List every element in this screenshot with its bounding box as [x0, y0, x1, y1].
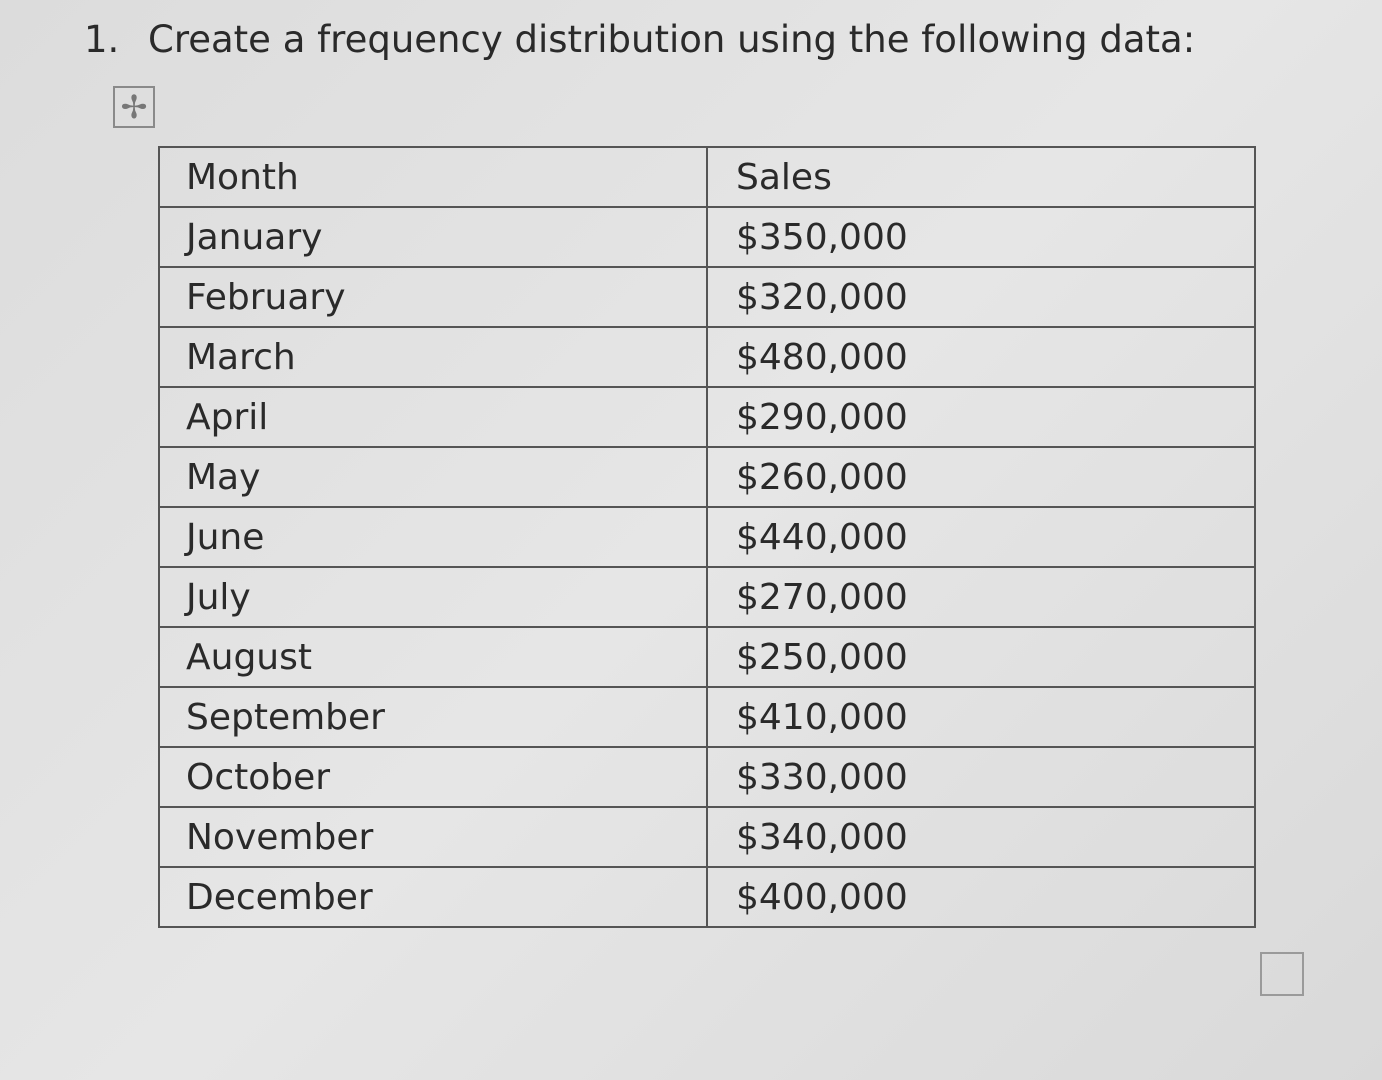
table-row-cell: April: [158, 386, 708, 448]
table-row-cell: $440,000: [706, 506, 1256, 568]
table-row-cell: January: [158, 206, 708, 268]
table-row: March $480,000: [158, 326, 1256, 388]
table-row: April $290,000: [158, 386, 1256, 448]
table-row-cell: July: [158, 566, 708, 628]
table-row-cell: May: [158, 446, 708, 508]
table-row: December $400,000: [158, 866, 1256, 928]
table-row: September $410,000: [158, 686, 1256, 748]
table-row: January $350,000: [158, 206, 1256, 268]
question-number: 1.: [84, 18, 120, 61]
table-row-cell: $350,000: [706, 206, 1256, 268]
table-row: August $250,000: [158, 626, 1256, 688]
table-row-cell: $290,000: [706, 386, 1256, 448]
table-row-cell: $270,000: [706, 566, 1256, 628]
question-text: Create a frequency distribution using th…: [148, 18, 1196, 61]
table-row-cell: $410,000: [706, 686, 1256, 748]
table-row: October $330,000: [158, 746, 1256, 808]
table-row-cell: October: [158, 746, 708, 808]
data-table: Month Sales January $350,000 February $320,00…: [158, 146, 1256, 928]
table-row: May $260,000: [158, 446, 1256, 508]
table-row-cell: February: [158, 266, 708, 328]
table-row-cell: November: [158, 806, 708, 868]
table-row-cell: June: [158, 506, 708, 568]
header-row: Month Sales: [158, 146, 1256, 208]
header-row-cell: Sales: [706, 146, 1256, 208]
table-row-cell: $320,000: [706, 266, 1256, 328]
header-row-cell: Month: [158, 146, 708, 208]
table-row-cell: $400,000: [706, 866, 1256, 928]
table-row: November $340,000: [158, 806, 1256, 868]
table-row-cell: $260,000: [706, 446, 1256, 508]
table-row-cell: March: [158, 326, 708, 388]
table-row: February $320,000: [158, 266, 1256, 328]
table-row-cell: December: [158, 866, 708, 928]
question: 1. Create a frequency distribution using …: [84, 18, 1195, 61]
resize-handle[interactable]: [1260, 952, 1304, 996]
table-row-cell: $340,000: [706, 806, 1256, 868]
table-row-cell: $330,000: [706, 746, 1256, 808]
table-row-cell: $480,000: [706, 326, 1256, 388]
table-row: July $270,000: [158, 566, 1256, 628]
table-row-cell: August: [158, 626, 708, 688]
table-row-cell: September: [158, 686, 708, 748]
table-row-cell: $250,000: [706, 626, 1256, 688]
table-move-handle[interactable]: ✢: [113, 86, 155, 128]
table-row: June $440,000: [158, 506, 1256, 568]
